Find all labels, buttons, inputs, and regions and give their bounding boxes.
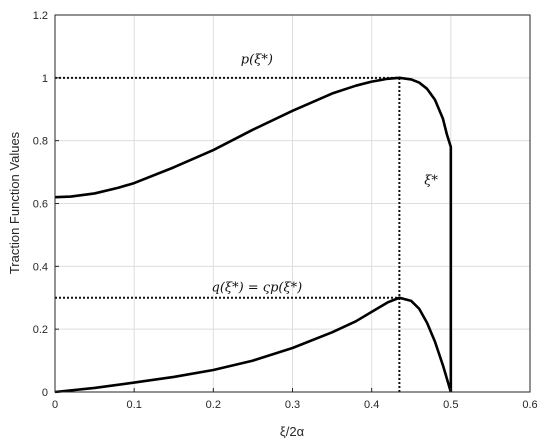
y-axis-label: Traction Function Values — [7, 131, 22, 274]
x-tick-label: 0.5 — [443, 399, 458, 411]
annotation-label: q(ξ*) = ςp(ξ*) — [212, 280, 303, 295]
x-tick-label: 0 — [52, 399, 58, 411]
x-tick-label: 0.2 — [206, 399, 221, 411]
x-tick-label: 0.6 — [522, 399, 537, 411]
series-line-1 — [54, 76, 453, 392]
y-tick-label: 0 — [42, 387, 48, 399]
y-tick-label: 1 — [42, 73, 48, 85]
x-axis-label: ξ/2α — [280, 424, 305, 439]
annotation-label: ξ* — [424, 174, 438, 189]
annotation-group: p(ξ*) q(ξ*) = ςp(ξ*) ξ* — [212, 53, 439, 296]
y-tick-label: 0.8 — [33, 136, 48, 148]
reference-lines — [55, 76, 401, 392]
series-line-2 — [54, 296, 453, 394]
y-tick-label: 0.2 — [33, 324, 48, 336]
x-tick-label: 0.4 — [364, 399, 379, 411]
annotation-label: p(ξ*) — [241, 53, 273, 68]
y-tick-label: 0.6 — [33, 199, 48, 211]
y-tick-label: 0.4 — [33, 261, 48, 273]
x-tick-label: 0.3 — [285, 399, 300, 411]
series-group — [54, 76, 453, 394]
y-tick-label: 1.2 — [33, 10, 48, 22]
x-tick-label: 0.1 — [127, 399, 142, 411]
tick-group: 0 0.1 0.2 0.3 0.4 0.5 0.6 0 0.2 0.4 0.6 0.8 1 1.2 — [33, 10, 538, 411]
